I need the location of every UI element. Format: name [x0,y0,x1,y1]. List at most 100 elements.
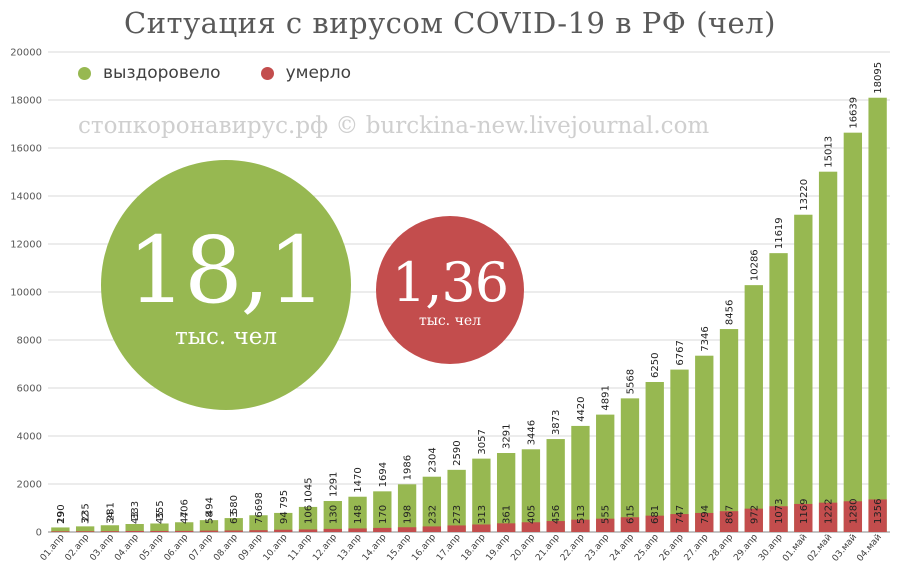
x-tick-label: 16.апр [410,532,438,563]
data-label-recovered: 3446 [526,420,537,445]
data-label-recovered: 698 [254,492,265,511]
data-label-recovered: 16639 [848,97,859,129]
bar-recovered [175,522,194,532]
data-label-recovered: 5568 [625,369,636,394]
y-tick-label: 14000 [10,192,42,203]
x-tick-label: 15.апр [386,532,414,563]
legend-label-recovered: выздоровело [103,63,221,83]
data-label-recovered: 6767 [675,340,686,365]
bar-deaths [51,531,70,532]
x-tick-label: 17.апр [435,532,463,563]
bar-deaths [620,517,640,532]
bar-deaths [75,531,95,532]
x-tick-label: 11.апр [286,532,314,563]
legend: выздоровело умерло [78,63,351,83]
deaths-total-unit: тыс. чел [418,313,482,329]
data-label-deaths: 405 [526,505,537,524]
data-label-deaths: 794 [700,505,711,524]
bar-deaths [199,530,219,532]
data-label-recovered: 1470 [353,467,364,492]
data-label-deaths: 58 [204,511,215,524]
bar-recovered [125,524,144,532]
recovered-total-bubble: 18,1 тыс. чел [101,160,351,410]
x-tick-label: 04.май [855,532,884,563]
bar-deaths [150,530,169,532]
data-label-deaths: 170 [378,505,389,524]
data-label-recovered: 18095 [873,62,884,94]
deaths-total-value: 1,36 [391,251,509,314]
y-tick-label: 16000 [10,144,42,155]
data-label-deaths: 361 [502,505,513,524]
data-label-recovered: 8456 [725,300,736,325]
data-label-recovered: 7346 [700,326,711,351]
bar-recovered [596,414,615,532]
data-label-recovered: 15013 [824,136,835,168]
data-label-recovered: 13220 [799,179,810,211]
data-label-recovered: 235 [81,503,92,522]
data-label-deaths: 273 [452,505,463,524]
bar-deaths [249,530,268,532]
x-tick-label: 23.апр [584,532,612,563]
data-label-recovered: 3873 [551,410,562,435]
data-label-deaths: 513 [576,505,587,524]
y-tick-label: 8000 [17,336,42,347]
bar-deaths [818,502,838,532]
bar-deaths [373,527,392,532]
bar-deaths [397,527,417,532]
x-tick-label: 01.май [781,532,810,563]
bar-deaths [695,512,714,532]
x-axis-ticks: 01.апр02.апр03.апр04.апр05.апр06.апр07.а… [39,532,884,564]
data-label-recovered: 3057 [477,429,488,454]
x-tick-label: 24.апр [608,532,636,563]
bar-deaths [472,524,491,532]
bar-deaths [521,522,541,532]
legend-item-deaths: умерло [260,63,351,83]
x-tick-label: 02.апр [64,532,92,563]
bar-recovered [422,476,442,532]
bar-recovered [100,525,120,532]
data-label-recovered: 494 [204,497,215,516]
data-label-deaths: 232 [427,505,438,524]
x-tick-label: 22.апр [559,532,587,563]
x-tick-label: 07.апр [187,532,215,563]
data-label-recovered: 190 [56,504,67,523]
bar-recovered [224,518,243,532]
bar-recovered [868,97,887,532]
bar-deaths [496,523,516,532]
chart-title: Ситуация с вирусом COVID-19 в РФ (чел) [124,6,776,40]
bar-deaths [571,519,590,532]
bar-recovered [744,285,763,532]
data-label-deaths: 615 [625,505,636,524]
x-tick-label: 25.апр [633,532,661,563]
x-tick-label: 09.апр [237,532,265,563]
recovered-total-value: 18,1 [127,217,327,324]
y-tick-label: 2000 [17,480,42,491]
x-tick-label: 03.май [831,532,860,563]
bar-recovered [620,398,640,532]
bar-deaths [744,508,763,532]
x-tick-label: 10.апр [262,532,290,563]
x-tick-label: 08.апр [212,532,240,563]
deaths-total-bubble: 1,36 тыс. чел [376,216,524,364]
bar-recovered [75,526,95,532]
data-label-recovered: 1986 [403,455,414,480]
x-tick-label: 19.апр [485,532,513,563]
bar-deaths [224,530,243,532]
bar-recovered [150,523,169,532]
bars [51,97,887,533]
bar-deaths [274,529,293,532]
bar-deaths [100,531,120,532]
data-label-recovered: 1694 [378,462,389,487]
y-tick-label: 18000 [10,96,42,107]
legend-dot-recovered [78,66,91,80]
x-tick-label: 12.апр [311,532,339,563]
x-tick-label: 05.апр [138,532,166,563]
bar-recovered [843,132,863,532]
bar-recovered [51,527,70,532]
data-label-deaths: 1356 [873,499,884,524]
watermark: стопкоронавирус.рф © burckina-new.livejo… [78,113,710,139]
bar-deaths [596,518,615,532]
bar-recovered [645,382,664,532]
data-label-deaths: 198 [403,505,414,524]
bar-deaths [670,514,689,532]
